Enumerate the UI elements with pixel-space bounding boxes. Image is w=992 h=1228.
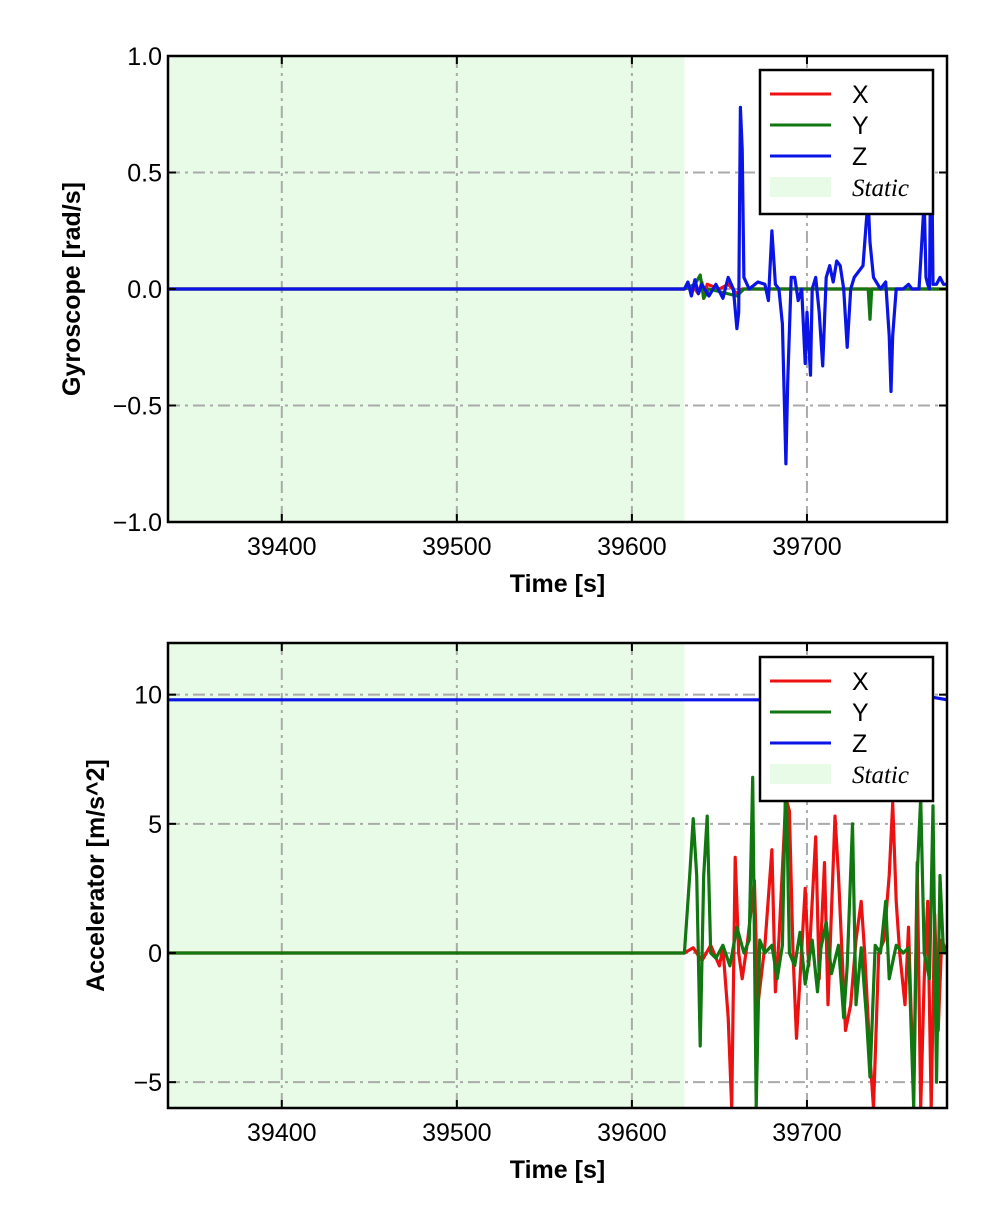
legend: X Y Z Static [758,68,935,216]
series-lines [168,96,947,466]
legend-label-y: Y [852,699,869,727]
legend-label-x: X [852,668,869,696]
series-line-y [168,765,947,1108]
ticks: 39400 39500 39600 39700 −1.0 −0.5 0.0 0.5 1.0 [113,43,947,561]
y-tick-label: −0.5 [113,393,162,421]
x-tick-label: 39500 [422,533,492,561]
y-tick-label: 5 [148,811,162,839]
static-region-fill [168,643,685,1108]
legend-label-z: Z [852,730,867,758]
x-axis-label: Time [s] [510,1156,605,1184]
x-tick-label: 39500 [422,1119,492,1147]
x-tick-label: 39700 [772,533,842,561]
plot-frame [166,641,949,1110]
plot-frame [166,54,949,524]
accelerator-chart: 39400 39500 39600 39700 −5 0 5 10 Time [s] Acce… [82,641,949,1184]
y-tick-label: 0.0 [127,276,162,304]
legend: X Y Z Static [758,655,935,803]
x-tick-label: 39400 [247,533,317,561]
legend-label-static: Static [852,762,909,789]
y-tick-label: 0 [148,940,162,968]
y-tick-label: −5 [133,1069,162,1097]
legend-label-z: Z [852,143,867,171]
y-tick-label: 1.0 [127,43,162,71]
y-axis-label: Gyroscope [rad/s] [58,182,86,396]
x-tick-label: 39700 [772,1119,842,1147]
legend-swatch-static [770,764,831,784]
legend-label-static: Static [852,175,909,202]
legend-label-x: X [852,81,869,109]
y-tick-label: −1.0 [113,509,162,537]
y-tick-label: 0.5 [127,160,162,188]
legend-label-y: Y [852,112,869,140]
x-tick-label: 39600 [597,1119,667,1147]
x-axis-label: Time [s] [510,570,605,598]
gyroscope-chart: 39400 39500 39600 39700 −1.0 −0.5 0.0 0.5 1.0 Ti… [58,43,949,598]
ticks: 39400 39500 39600 39700 −5 0 5 10 [133,643,947,1147]
static-region [168,643,685,1108]
y-axis-label: Accelerator [m/s^2] [82,759,110,992]
series-line-z [168,96,947,466]
x-tick-label: 39600 [597,533,667,561]
legend-swatch-static [770,177,831,197]
x-tick-label: 39400 [247,1119,317,1147]
y-tick-label: 10 [134,682,162,710]
